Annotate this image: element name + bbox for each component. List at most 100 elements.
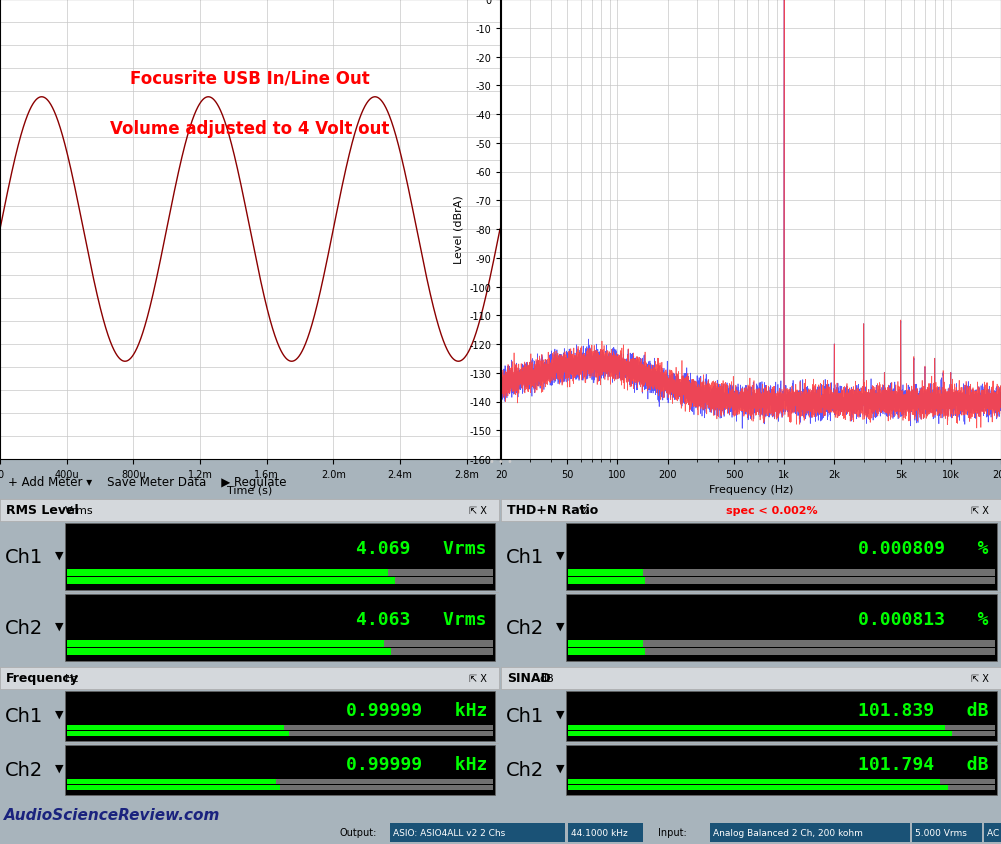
Text: 0.99999   kHz: 0.99999 kHz: [345, 755, 487, 773]
Bar: [0, 500, 499, 522]
Text: + Add Meter ▾    Save Meter Data    ▶ Regulate: + Add Meter ▾ Save Meter Data ▶ Regulate: [8, 475, 286, 489]
Bar: [566, 523, 997, 590]
X-axis label: Frequency (Hz): Frequency (Hz): [709, 484, 793, 495]
Bar: [384, 640, 493, 647]
Bar: [568, 648, 645, 656]
Text: ⇱ X: ⇱ X: [469, 674, 486, 683]
Bar: [275, 779, 493, 784]
Text: Output:: Output:: [340, 827, 377, 837]
Bar: [0, 668, 499, 690]
Bar: [566, 691, 997, 741]
Bar: [67, 640, 384, 647]
Text: ASIO: ASIO4ALL v2 2 Chs: ASIO: ASIO4ALL v2 2 Chs: [393, 828, 506, 837]
Text: AudioScienceReview.com: AudioScienceReview.com: [4, 807, 220, 821]
Bar: [566, 594, 997, 661]
Bar: [645, 648, 995, 656]
Text: Ch2: Ch2: [5, 619, 43, 637]
Text: Ch2: Ch2: [506, 760, 545, 780]
Bar: [390, 823, 565, 842]
X-axis label: Time (s): Time (s): [227, 484, 272, 495]
Text: Frequency: Frequency: [6, 672, 79, 684]
Bar: [710, 823, 910, 842]
Text: Focusrite USB In/Line Out: Focusrite USB In/Line Out: [130, 69, 370, 87]
Bar: [984, 823, 1001, 842]
Text: Input:: Input:: [658, 827, 687, 837]
Text: 101.839   dB: 101.839 dB: [859, 701, 989, 719]
Bar: [67, 725, 284, 730]
Text: Analog Balanced 2 Ch, 200 kohm: Analog Balanced 2 Ch, 200 kohm: [713, 828, 863, 837]
Text: 0.000813   %: 0.000813 %: [859, 611, 989, 629]
Text: 4.063   Vrms: 4.063 Vrms: [356, 611, 487, 629]
Bar: [65, 745, 495, 795]
Text: ▼: ▼: [55, 709, 63, 719]
Text: Ch2: Ch2: [5, 760, 43, 780]
Text: 0.99999   kHz: 0.99999 kHz: [345, 701, 487, 719]
Bar: [67, 732, 288, 736]
Bar: [644, 569, 995, 576]
Text: SINAD: SINAD: [507, 672, 551, 684]
Bar: [390, 648, 493, 656]
Bar: [568, 779, 940, 784]
Text: Ch1: Ch1: [506, 548, 545, 566]
Bar: [284, 725, 493, 730]
Bar: [568, 785, 948, 790]
Bar: [395, 577, 493, 585]
Text: • • •: • • •: [488, 457, 513, 467]
Text: 44.1000 kHz: 44.1000 kHz: [571, 828, 628, 837]
Text: ⇱ X: ⇱ X: [971, 506, 989, 516]
Bar: [568, 640, 644, 647]
Bar: [645, 577, 995, 585]
Bar: [644, 640, 995, 647]
Bar: [388, 569, 493, 576]
Bar: [65, 691, 495, 741]
Bar: [945, 725, 995, 730]
Text: %: %: [579, 506, 590, 516]
Bar: [65, 523, 495, 590]
Bar: [952, 732, 995, 736]
Bar: [912, 823, 982, 842]
Bar: [568, 732, 952, 736]
Bar: [568, 725, 945, 730]
Bar: [65, 594, 495, 661]
Text: ▼: ▼: [556, 621, 565, 630]
Text: Ch1: Ch1: [5, 706, 43, 726]
Text: THD+N Ratio: THD+N Ratio: [507, 504, 599, 517]
Text: Ch1: Ch1: [5, 548, 43, 566]
Text: ▼: ▼: [556, 549, 565, 560]
Bar: [67, 785, 280, 790]
Bar: [67, 779, 275, 784]
Text: Volume adjusted to 4 Volt out: Volume adjusted to 4 Volt out: [110, 120, 389, 138]
Bar: [568, 823, 643, 842]
Y-axis label: Level (dBrA): Level (dBrA): [453, 196, 463, 264]
Bar: [940, 779, 995, 784]
Bar: [566, 745, 997, 795]
Text: ⇱ X: ⇱ X: [971, 674, 989, 683]
Text: Ch2: Ch2: [506, 619, 545, 637]
Text: Ch1: Ch1: [506, 706, 545, 726]
Text: ▼: ▼: [55, 621, 63, 630]
Text: 101.794   dB: 101.794 dB: [859, 755, 989, 773]
Text: Hz: Hz: [64, 674, 79, 683]
Text: dB: dB: [540, 674, 555, 683]
Text: ▼: ▼: [55, 549, 63, 560]
Text: AC (<10 Hz) - 22.4 kHz: AC (<10 Hz) - 22.4 kHz: [987, 828, 1001, 837]
Bar: [500, 668, 1001, 690]
Bar: [280, 785, 493, 790]
Bar: [568, 577, 645, 585]
Text: 4.069   Vrms: 4.069 Vrms: [356, 540, 487, 558]
Bar: [67, 648, 390, 656]
Bar: [948, 785, 995, 790]
Text: RMS Level: RMS Level: [6, 504, 79, 517]
Text: Vrms: Vrms: [64, 506, 93, 516]
Text: ▼: ▼: [55, 763, 63, 773]
Text: ⇱ X: ⇱ X: [469, 506, 486, 516]
Text: spec < 0.002%: spec < 0.002%: [726, 506, 818, 516]
Bar: [500, 500, 1001, 522]
Text: 0.000809   %: 0.000809 %: [859, 540, 989, 558]
Bar: [67, 569, 388, 576]
Bar: [288, 732, 493, 736]
Text: 5.000 Vrms: 5.000 Vrms: [915, 828, 967, 837]
Text: ▼: ▼: [556, 763, 565, 773]
Bar: [568, 569, 644, 576]
Text: ▼: ▼: [556, 709, 565, 719]
